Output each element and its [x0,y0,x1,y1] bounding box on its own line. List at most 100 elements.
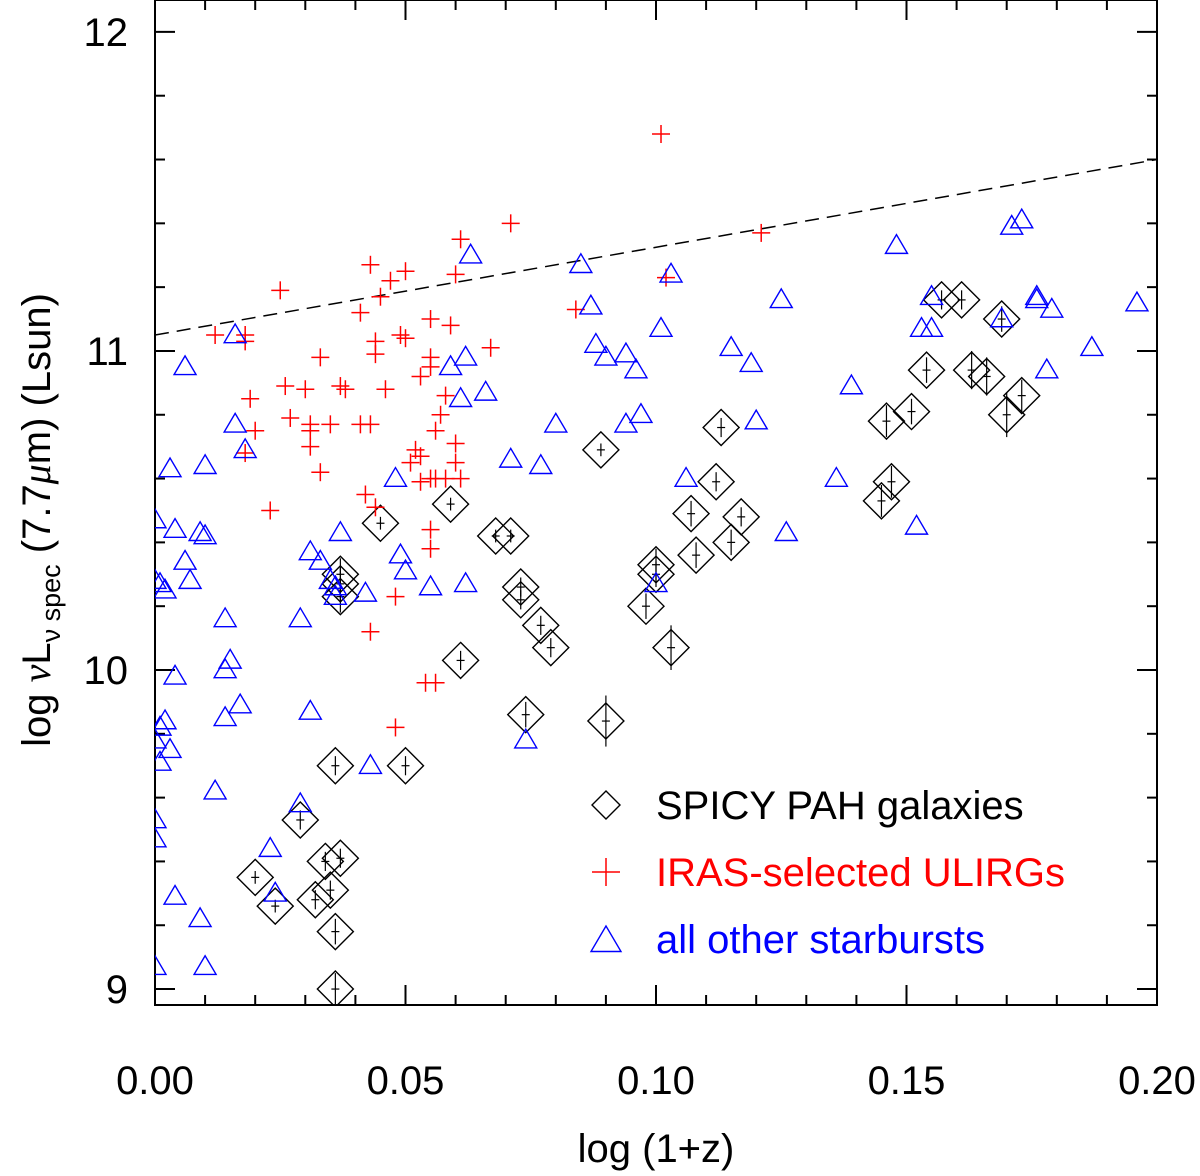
plus-point [451,469,470,488]
y-title-suffix: m) (Lsun) [15,293,59,464]
diamond-point [982,300,1021,339]
legend-diamond-marker [591,790,621,820]
diamond-point [907,351,946,390]
triangle-point [358,753,383,775]
diamond-point [281,800,320,839]
triangle-point [155,954,168,976]
triangle-point [919,316,944,338]
triangle-point [839,373,864,395]
diamond-point [256,887,295,926]
plus-point [431,405,450,424]
triangle-point [1024,287,1049,309]
diamond-point [697,462,736,501]
triangle-point [298,539,323,561]
diamond-point [862,481,901,520]
triangle-point [212,705,238,727]
plus-point [331,377,350,396]
triangle-point [448,386,473,408]
plus-point [366,345,385,364]
diamond-point [236,858,275,897]
triangle-point [187,906,213,928]
triangle-point [1124,290,1150,312]
triangle-point [824,466,849,487]
triangle-point [453,344,478,366]
diamond-point [361,504,400,543]
diamond-point [967,357,1006,396]
triangle-point [999,214,1024,235]
diamond-point [491,517,530,555]
triangle-point [288,606,313,628]
triangle-point [643,571,669,593]
plus-point [371,287,390,306]
plus-point [351,303,370,322]
diamond-point [441,641,480,680]
triangle-point [298,699,323,720]
plus-point [421,348,440,367]
plus-point [401,453,420,472]
y-tick-label: 11 [86,330,128,374]
plus-point [421,520,440,539]
y-title-subscript: ν spec [36,564,66,642]
triangle-point [258,836,283,858]
legend-label: SPICY PAH galaxies [656,784,1024,828]
triangle-point [155,715,173,736]
diamond-point [922,280,961,319]
triangle-point [192,954,218,976]
data-points [155,125,1150,1005]
diamond-point [431,485,470,524]
triangle-point [774,520,799,542]
plus-point [311,463,330,482]
triangle-point [1034,357,1060,379]
triangle-point [155,727,168,749]
y-title-prefix: log [15,682,59,747]
plus-point [281,408,300,427]
triangle-point [323,574,348,596]
triangle-point [177,568,203,590]
plus-point [356,485,375,504]
y-tick-label: 12 [84,11,129,55]
diamond-point [1002,376,1041,415]
diamond-point [892,392,931,431]
triangle-point [162,884,188,905]
plus-point [446,434,465,453]
plus-point [241,389,260,408]
diamond-point [637,545,675,584]
plus-point [361,622,380,641]
triangle-point [383,466,408,487]
triangle-point [222,411,248,433]
triangle-point [263,880,288,902]
diamond-point [712,523,751,562]
diamond-point [316,970,355,1005]
diamond-point [586,695,625,747]
plus-point [246,421,265,440]
triangle-point [157,737,183,759]
triangle-point [217,648,243,669]
diamond-point [321,839,360,878]
x-tick-label: 0.15 [868,1059,946,1103]
plus-point [501,214,520,233]
plus-point [376,380,395,399]
triangle-point [904,514,929,535]
dashed-reference-line [155,158,1157,336]
plus-point [336,380,355,399]
plus-point [426,421,445,440]
x-tick-label: 0.20 [1118,1059,1196,1103]
diamond-point [581,430,620,469]
diamond-point [867,402,906,441]
diamond-point [987,392,1026,438]
plus-point [421,539,440,558]
plus-point [421,310,440,329]
diamond-point [311,871,350,910]
x-tick-label: 0.05 [367,1059,445,1103]
plus-point [301,421,320,440]
triangle-point [155,708,178,730]
triangle-point [743,408,769,430]
triangle-point [388,542,413,564]
plus-point [411,367,430,386]
y-title-nu: ν [14,664,59,682]
diamond-point [677,536,716,575]
triangle-point [393,558,418,580]
triangle-point [1024,284,1049,306]
triangle-point [1009,207,1034,229]
